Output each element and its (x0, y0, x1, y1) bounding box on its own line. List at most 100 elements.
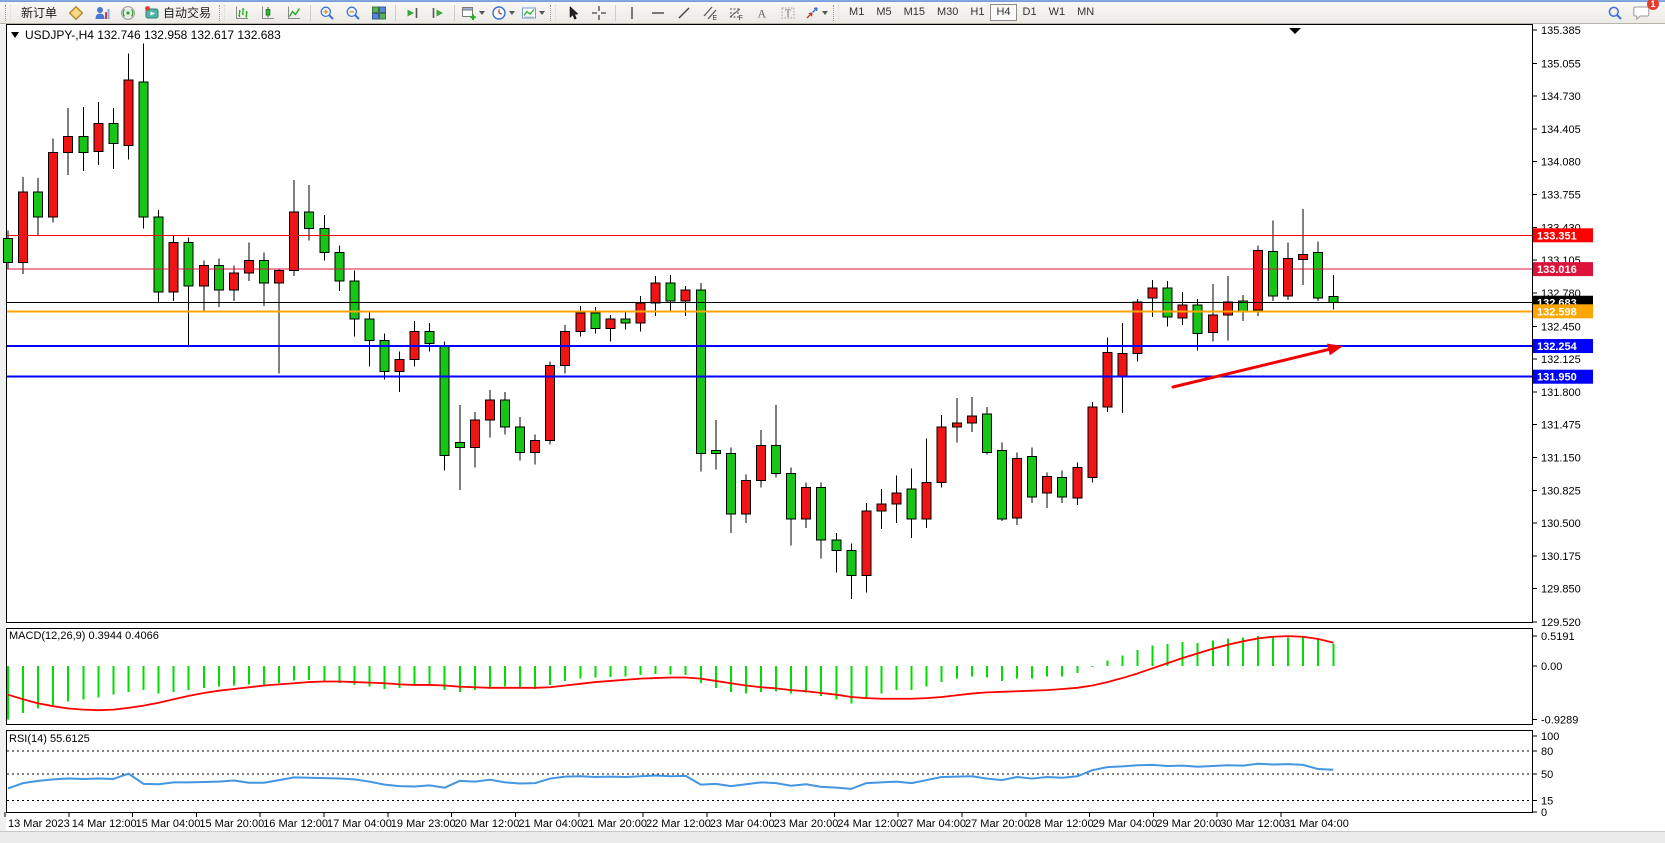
new-chart-icon (462, 6, 476, 20)
toolbar-grip[interactable] (550, 4, 557, 21)
candlestick-chart-button[interactable] (255, 2, 281, 24)
dropdown-caret-icon (509, 10, 516, 15)
data-window-button[interactable] (89, 2, 115, 24)
price-axis-label: 131.150 (1541, 452, 1581, 464)
timeframe-m1[interactable]: M1 (849, 6, 865, 18)
candle-bull (394, 359, 405, 373)
candle-bull (63, 135, 74, 154)
candle-bear (725, 452, 736, 515)
time-axis-label: 29 Mar 20:00 (1156, 818, 1221, 830)
candle-bull (18, 191, 29, 264)
zoom-out-button[interactable] (340, 2, 366, 24)
time-axis-label: 23 Mar 20:00 (774, 818, 839, 830)
trend-arrow-annotation[interactable] (1171, 347, 1334, 389)
line-chart-button[interactable] (281, 2, 307, 24)
bar-chart-button[interactable] (229, 2, 255, 24)
candle-bear (710, 449, 721, 454)
market-watch-button[interactable] (63, 2, 89, 24)
tile-windows-button[interactable] (366, 2, 392, 24)
candle-bear (1192, 304, 1203, 334)
candle-bull (1252, 250, 1263, 311)
price-tag (1533, 369, 1593, 384)
periods-button[interactable] (488, 2, 518, 24)
candle-bear (1268, 251, 1279, 297)
trendline-button[interactable] (671, 2, 697, 24)
cursor-icon (569, 5, 579, 20)
time-axis-label: 30 Mar 12:00 (1220, 818, 1285, 830)
equidistant-channel-icon: E (703, 6, 718, 21)
crosshair-button[interactable] (586, 2, 612, 24)
rsi-panel[interactable] (6, 730, 1533, 813)
timeframe-w1[interactable]: W1 (1048, 6, 1066, 18)
chart-title-text: USDJPY-,H4 132.746 132.958 132.617 132.6… (25, 28, 281, 42)
price-axis-label: 134.080 (1541, 157, 1581, 169)
news-button[interactable] (115, 2, 141, 24)
rsi-axis-label: 50 (1541, 769, 1553, 781)
macd-panel[interactable] (6, 628, 1533, 725)
timeframe-h1[interactable]: H1 (970, 6, 985, 18)
fibonacci-icon: F (729, 8, 743, 21)
main-panel[interactable] (6, 24, 1533, 623)
candle-bear (771, 444, 782, 475)
candle-bear (334, 252, 345, 282)
text-button[interactable]: A (749, 2, 775, 24)
auto-trading-label: 自动交易 (163, 6, 212, 20)
price-tag (1533, 339, 1593, 354)
macd-indicator-label: MACD(12,26,9) 0.3944 0.4066 (9, 630, 159, 642)
main-toolbar: 新订单 (0, 0, 1665, 24)
time-axis-label: 15 Mar 20:00 (199, 818, 264, 830)
time-axis-label: 27 Mar 04:00 (901, 818, 966, 830)
time-axis-label: 13 Mar 2023 (8, 818, 70, 830)
candle-bear (831, 539, 842, 551)
search-button[interactable] (1602, 2, 1628, 24)
price-axis-label: 129.520 (1541, 617, 1581, 629)
toolbar-separator (615, 4, 617, 21)
search-icon (1608, 6, 1622, 20)
auto-scroll-button[interactable] (399, 2, 425, 24)
toolbar-grip[interactable] (5, 4, 11, 21)
timeframe-m5[interactable]: M5 (876, 6, 892, 18)
candle-bear (78, 135, 89, 154)
svg-text:T: T (785, 8, 791, 19)
equidistant-channel-button[interactable]: E (697, 2, 723, 24)
timeframe-m15[interactable]: M15 (903, 6, 925, 18)
horizontal-line-button[interactable] (645, 2, 671, 24)
price-axis-label: 134.405 (1541, 124, 1581, 136)
text-label-button[interactable]: T (775, 2, 801, 24)
candle-bull (921, 482, 932, 520)
window-bottom-strip (0, 831, 1665, 843)
cursor-button[interactable] (560, 2, 586, 24)
candle-bull (198, 265, 209, 287)
timeframe-m30[interactable]: M30 (937, 6, 959, 18)
chart-shift-button[interactable] (425, 2, 451, 24)
arrows-button[interactable] (801, 2, 831, 24)
price-tag (1533, 262, 1593, 277)
candle-bull (801, 487, 812, 520)
chart-shift-marker-icon[interactable] (1289, 28, 1301, 34)
toolbar-grip[interactable] (833, 4, 840, 21)
chat-button[interactable]: 1 (1628, 0, 1659, 24)
price-tag-label: 133.351 (1537, 230, 1577, 242)
time-axis-label: 14 Mar 12:00 (72, 818, 137, 830)
templates-button[interactable] (518, 2, 548, 24)
zoom-in-button[interactable] (314, 2, 340, 24)
candle-bear (349, 280, 360, 320)
timeframe-h4[interactable]: H4 (990, 4, 1017, 21)
candle-bear (906, 488, 917, 520)
candle-bear (259, 260, 270, 284)
bar-chart-icon (236, 6, 249, 19)
dropdown-caret-icon (822, 10, 829, 15)
auto-trading-button[interactable]: 自动交易 (141, 2, 217, 24)
new-order-button[interactable]: 新订单 (15, 2, 63, 24)
candle-bear (304, 211, 315, 229)
timeframe-mn[interactable]: MN (1077, 6, 1095, 18)
toolbar-grip[interactable] (219, 4, 226, 21)
vertical-line-button[interactable] (619, 2, 645, 24)
fibonacci-button[interactable]: F (723, 2, 749, 24)
time-axis-label: 29 Mar 04:00 (1093, 818, 1158, 830)
timeframe-d1[interactable]: D1 (1022, 6, 1037, 18)
chart-title-triangle-icon[interactable] (11, 32, 19, 38)
candle-bull (936, 426, 947, 484)
new-chart-button[interactable] (458, 2, 488, 24)
